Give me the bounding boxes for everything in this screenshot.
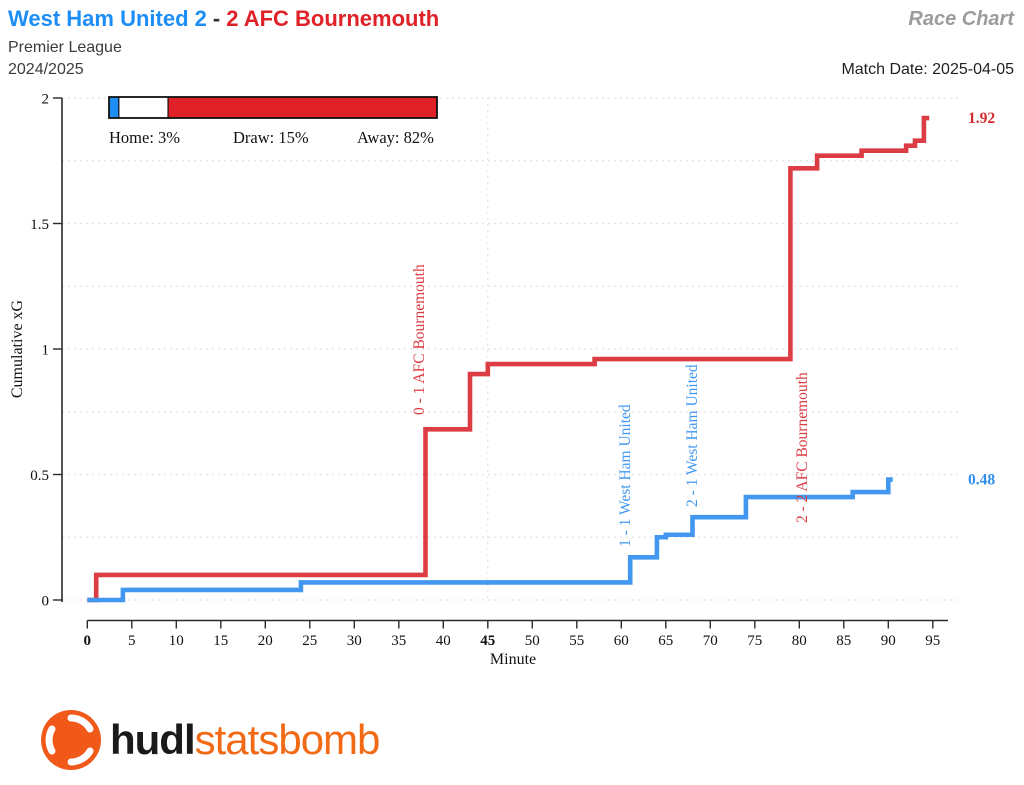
- away-team-score: 2 AFC Bournemouth: [226, 6, 440, 31]
- x-tick-label: 10: [169, 633, 184, 649]
- x-axis-title: Minute: [490, 651, 536, 668]
- hudl-statsbomb-logo: hudlstatsbomb: [38, 706, 381, 774]
- x-tick-label: 65: [658, 633, 673, 649]
- y-tick-label: 1: [42, 343, 50, 359]
- x-tick-label: 45: [480, 633, 495, 649]
- x-tick-label: 75: [747, 633, 762, 649]
- x-tick-label: 20: [258, 633, 273, 649]
- winprob-draw-label: Draw: 15%: [233, 128, 309, 147]
- x-tick-label: 95: [925, 633, 940, 649]
- match-title: West Ham United 2-2 AFC Bournemouth: [8, 6, 439, 32]
- x-tick-label: 80: [792, 633, 807, 649]
- xg-line-afc-bournemouth: [87, 115, 930, 603]
- xg-line-west-ham-united: [87, 477, 893, 603]
- winprob-home-segment: [109, 97, 119, 118]
- winprob-home-label: Home: 3%: [109, 128, 180, 147]
- x-tick-label: 35: [391, 633, 406, 649]
- home-team-score: West Ham United 2: [8, 6, 207, 31]
- x-tick-label: 5: [128, 633, 136, 649]
- logo-wordmark: hudlstatsbomb: [110, 706, 381, 774]
- winprob-away-label: Away: 82%: [357, 128, 434, 147]
- winprob-draw-segment: [118, 97, 169, 118]
- winprob-away-segment: [168, 97, 438, 118]
- y-tick-label: 2: [42, 92, 50, 108]
- final-xg-label: 0.48: [968, 472, 995, 489]
- x-tick-label: 0: [84, 633, 92, 649]
- y-tick-label: 0.5: [30, 468, 49, 484]
- goal-annotation: 2 - 1 West Ham United: [684, 364, 701, 507]
- x-tick-label: 50: [525, 633, 540, 649]
- x-tick-label: 70: [703, 633, 718, 649]
- season-label: 2024/2025: [8, 61, 84, 78]
- logo-statsbomb-text: statsbomb: [194, 716, 381, 763]
- final-xg-label: 1.92: [968, 110, 995, 127]
- competition-label: Premier League: [8, 39, 122, 56]
- x-tick-label: 30: [347, 633, 362, 649]
- goal-annotation: 2 - 2 AFC Bournemouth: [794, 372, 811, 523]
- chart-type-label: Race Chart: [908, 8, 1014, 30]
- x-tick-label: 40: [436, 633, 451, 649]
- x-tick-label: 15: [213, 633, 228, 649]
- goal-annotation: 1 - 1 West Ham United: [617, 404, 634, 547]
- y-axis-title: Cumulative xG: [9, 299, 26, 398]
- goal-annotation: 0 - 1 AFC Bournemouth: [411, 264, 428, 415]
- logo-hudl-text: hudl: [110, 716, 196, 763]
- x-tick-label: 60: [614, 633, 629, 649]
- y-tick-label: 0: [42, 594, 50, 610]
- x-tick-label: 90: [881, 633, 896, 649]
- winprob-bar-border: [108, 96, 438, 119]
- x-tick-label: 25: [302, 633, 317, 649]
- x-tick-label: 85: [836, 633, 851, 649]
- title-separator: -: [212, 6, 221, 31]
- match-date-label: Match Date: 2025-04-05: [841, 61, 1014, 78]
- x-tick-label: 55: [569, 633, 584, 649]
- hudl-ball-icon: [41, 710, 101, 770]
- race-chart-plot: 0 0.5 1 1.5 2 Cumulative xG 0 5 10 15 20 25 30 35 40 45…: [9, 92, 995, 669]
- y-tick-label: 1.5: [30, 217, 49, 233]
